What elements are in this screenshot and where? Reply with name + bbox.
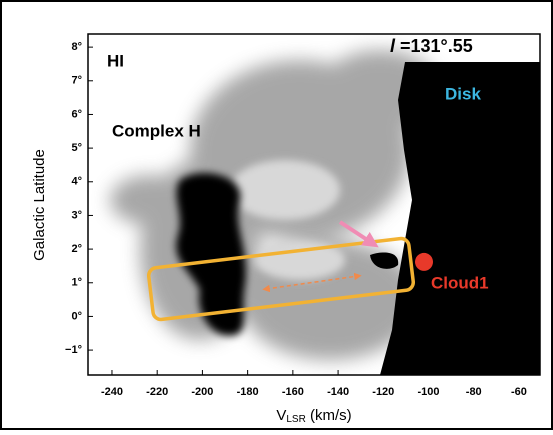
y-tick-label: −1°	[65, 344, 82, 356]
x-tick-label: -80	[466, 386, 482, 398]
y-tick-label: 8°	[71, 41, 82, 53]
highlight-box	[146, 236, 416, 322]
x-title-main: V	[276, 407, 286, 424]
x-tick-label: -120	[372, 386, 394, 398]
x-tick-label: -60	[511, 386, 527, 398]
y-tick-label: 5°	[71, 142, 82, 154]
y-tick-label: 3°	[71, 209, 82, 221]
hi-label: HI	[107, 51, 124, 70]
y-tick-label: 1°	[71, 277, 82, 289]
plot-frame	[87, 33, 541, 376]
x-title-unit: (km/s)	[306, 407, 352, 424]
disk-label: Disk	[445, 84, 481, 103]
y-axis-title: Galactic Latitude	[31, 149, 48, 261]
x-tick-label: -220	[146, 386, 168, 398]
y-tick-label: 4°	[71, 176, 82, 188]
cloud-marker	[415, 252, 434, 271]
cloud-label: Cloud1	[431, 273, 489, 292]
y-tick-label: 7°	[71, 75, 82, 87]
pink-arrow	[338, 220, 379, 248]
x-axis-title: VLSR (km/s)	[276, 407, 351, 425]
x-tick-label: -140	[327, 386, 349, 398]
y-tick-label: 6°	[71, 108, 82, 120]
longitude-label: l =131°.55	[390, 36, 473, 56]
y-tick-label: 2°	[71, 243, 82, 255]
complex-label: Complex H	[112, 121, 201, 140]
y-tick-label: 0°	[71, 310, 82, 322]
x-tick-label: -200	[191, 386, 213, 398]
x-tick-label: -160	[282, 386, 304, 398]
x-title-sub: LSR	[286, 414, 305, 425]
x-tick-label: -100	[418, 386, 440, 398]
longitude-value: =131°.55	[395, 36, 473, 56]
x-tick-label: -240	[101, 386, 123, 398]
x-tick-label: -180	[237, 386, 259, 398]
velocity-arrow	[262, 272, 362, 293]
longitude-symbol: l	[390, 36, 396, 56]
